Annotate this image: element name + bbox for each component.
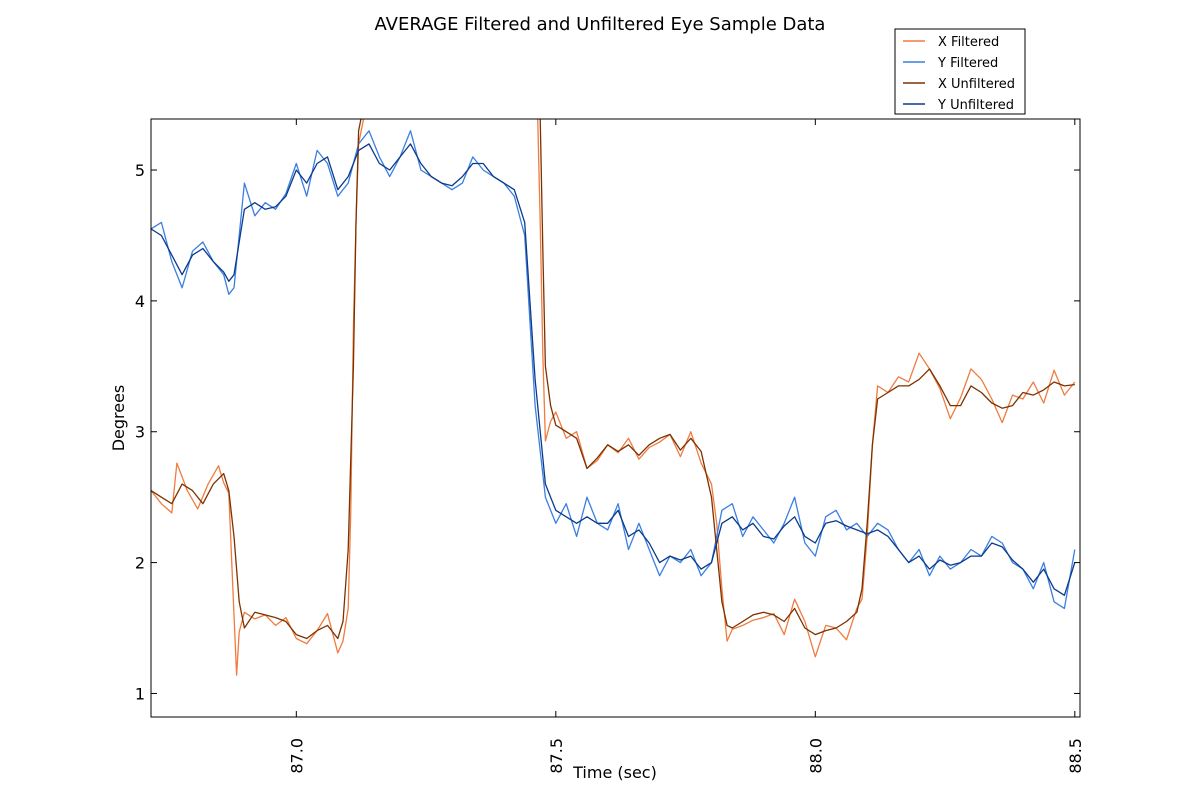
tick-layer: 87.0 87.5 88.0 88.5 1 2 3 4 5 — [135, 119, 1085, 774]
legend-box — [894, 28, 1026, 115]
y-tick-label: 4 — [135, 292, 145, 311]
series-line-x-filtered-0 — [151, 119, 365, 676]
chart-title: AVERAGE Filtered and Unfiltered Eye Samp… — [375, 14, 826, 35]
y-tick-label: 2 — [135, 554, 145, 573]
series-line-x-filtered-1 — [537, 119, 1076, 658]
legend: X Filtered Y Filtered X Unfiltered Y Unfilt… — [894, 28, 1026, 115]
x-tick-label: 88.0 — [806, 738, 825, 774]
x-axis-label: Time (sec) — [572, 763, 657, 782]
legend-label: Y Filtered — [937, 56, 998, 71]
x-tick-label: 87.0 — [287, 738, 306, 774]
plot-frame — [150, 118, 1081, 718]
y-tick-label: 3 — [135, 423, 145, 442]
y-axis-label: Degrees — [109, 385, 128, 452]
legend-label: X Filtered — [938, 35, 999, 50]
series-line-x-unfiltered-3 — [151, 119, 362, 640]
legend-label: X Unfiltered — [938, 77, 1015, 92]
series-line-y-filtered-2 — [151, 130, 1076, 610]
y-tick-label: 5 — [135, 161, 145, 180]
y-tick-label: 1 — [135, 684, 145, 703]
series-line-y-unfiltered-5 — [151, 143, 1076, 596]
series-layer — [151, 119, 1076, 676]
legend-label: Y Unfiltered — [937, 98, 1014, 113]
x-tick-label: 87.5 — [547, 738, 566, 774]
series-line-x-unfiltered-4 — [539, 119, 1075, 636]
x-tick-label: 88.5 — [1066, 738, 1085, 774]
